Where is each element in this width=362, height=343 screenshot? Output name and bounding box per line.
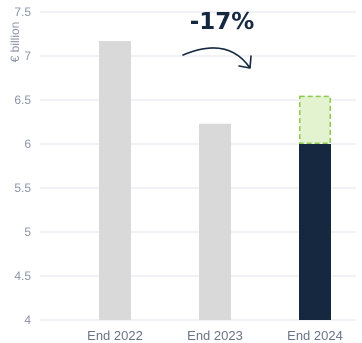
bar	[99, 41, 131, 320]
gridlines	[40, 11, 356, 321]
change-annotation: -17%	[190, 9, 255, 35]
x-tick-label: End 2022	[87, 328, 143, 343]
y-tick-label: 5.5	[14, 181, 31, 195]
y-tick-label: 5	[24, 225, 31, 239]
target-bar	[299, 95, 331, 144]
x-tick-label: End 2024	[287, 328, 343, 343]
y-tick-label: 6	[24, 137, 31, 151]
bar	[199, 123, 231, 320]
y-tick-label: 4.5	[14, 269, 31, 283]
y-tick-label: 7.5	[14, 5, 31, 19]
y-tick-label: 6.5	[14, 93, 31, 107]
y-axis-title: € billion	[8, 22, 22, 63]
x-tick-label: End 2023	[187, 328, 243, 343]
y-tick-label: 4	[24, 313, 31, 327]
x-tick-labels: End 2022 End 2023 End 2024	[87, 328, 343, 343]
y-tick-label: 7	[24, 49, 31, 63]
bar	[299, 144, 331, 320]
bars	[99, 41, 331, 320]
y-tick-labels: 4 4.5 5 5.5 6 6.5 7 7.5	[14, 5, 31, 327]
decrease-arrow	[182, 47, 252, 69]
